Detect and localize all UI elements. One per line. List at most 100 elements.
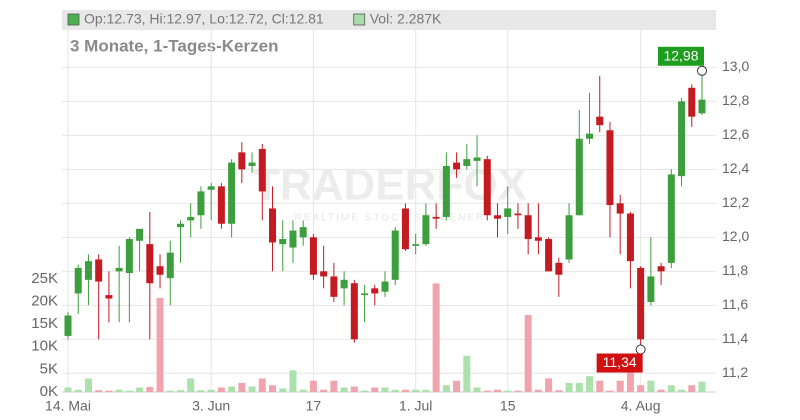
legend-label: Vol: 2.287K	[370, 11, 442, 27]
candle-body	[248, 162, 256, 166]
volume-bar	[125, 390, 133, 392]
candle-body	[442, 165, 450, 217]
candle-body	[309, 237, 317, 275]
candle-body	[463, 159, 471, 166]
volume-bar	[647, 380, 655, 392]
candle-body	[361, 293, 369, 296]
candle-body	[197, 191, 205, 216]
volume-bar	[555, 390, 563, 392]
candle-body	[166, 252, 174, 279]
volume-bar	[330, 380, 338, 392]
y2-tick-label: 5K	[40, 360, 58, 377]
candle-body	[340, 279, 348, 289]
volume-bar	[391, 389, 399, 392]
annotation-label: 11,34	[603, 354, 637, 370]
candle-body	[381, 281, 389, 292]
volume-bar	[545, 378, 553, 392]
candle-body	[678, 101, 686, 177]
y-tick-label: 13,0	[722, 58, 749, 74]
candle-body	[320, 271, 328, 277]
y2-tick-label: 20K	[31, 292, 58, 309]
y-tick-label: 12,6	[722, 126, 749, 142]
volume-bar	[105, 390, 113, 392]
candle-body	[473, 157, 481, 161]
annotation-box	[596, 353, 643, 373]
volume-bar	[596, 380, 604, 392]
volume-bar	[289, 370, 297, 392]
volume-bar	[493, 389, 501, 392]
annotation-box	[658, 46, 704, 66]
x-tick-label: 17	[306, 398, 322, 414]
x-tick-label: 3. Jun	[192, 398, 230, 414]
candle-body	[176, 223, 184, 228]
candle-body	[514, 213, 522, 216]
candle-body	[483, 159, 491, 216]
annotation-marker	[635, 344, 646, 355]
candle-body	[289, 230, 297, 248]
candle-body	[299, 227, 307, 238]
candle-body	[136, 228, 144, 241]
candle-body	[565, 215, 573, 260]
volume-bar	[197, 390, 205, 392]
volume-bar	[217, 387, 225, 392]
volume-bar	[514, 390, 522, 392]
volume-bar	[156, 297, 164, 392]
candle-body	[146, 244, 154, 284]
volume-bar	[309, 380, 317, 392]
candle-body	[647, 276, 655, 302]
volume-bar	[340, 387, 348, 392]
candle-body	[586, 133, 594, 139]
volume-bar	[64, 387, 72, 392]
y-tick-label: 11,8	[722, 262, 748, 278]
volume-bar	[575, 382, 583, 392]
volume-bar	[320, 389, 328, 392]
candle-body	[217, 186, 225, 224]
volume-bar	[678, 389, 686, 392]
volume-bar	[616, 380, 624, 392]
y2-tick-label: 0K	[40, 383, 58, 400]
volume-bar	[463, 355, 471, 392]
volume-bar	[606, 390, 614, 392]
candle-body	[616, 203, 624, 214]
annotation-label: 12,98	[663, 47, 698, 63]
volume-bar	[483, 390, 491, 392]
candle-body	[596, 116, 604, 126]
x-tick-label: 1. Jul	[399, 398, 432, 414]
watermark: TRADERFOX	[253, 161, 527, 210]
y2-tick-label: 15K	[31, 315, 58, 332]
annotation-marker	[697, 65, 707, 76]
candle-body	[371, 288, 379, 294]
candle-body	[187, 216, 195, 221]
candle-body	[207, 186, 215, 190]
candle-body	[95, 259, 103, 282]
volume-bar	[361, 390, 369, 392]
volume-bar	[350, 386, 358, 392]
volume-bar	[381, 387, 389, 392]
candle-body	[688, 87, 696, 117]
volume-bar	[228, 386, 236, 392]
candle-body	[626, 213, 634, 262]
candle-body	[545, 239, 553, 272]
volume-bar	[504, 390, 512, 392]
volume-bar	[688, 385, 696, 392]
volume-bar	[626, 369, 634, 392]
candle-body	[330, 276, 338, 297]
candle-body	[504, 208, 512, 217]
candle-body	[667, 174, 675, 263]
volume-bar	[432, 283, 440, 392]
legend-bar	[62, 10, 716, 30]
volume-bar	[269, 385, 277, 392]
volume-bar	[238, 382, 246, 392]
candle-body	[156, 266, 164, 275]
candle-body	[84, 261, 92, 280]
y2-tick-label: 25K	[31, 270, 58, 287]
volume-bar	[453, 380, 461, 392]
candle-body	[279, 239, 287, 245]
volume-bar	[422, 389, 430, 392]
candle-body	[575, 138, 583, 216]
chart-subtitle: 3 Monate, 1-Tages-Kerzen	[70, 36, 278, 55]
x-tick-label: 15	[500, 398, 516, 414]
candle-body	[534, 237, 542, 241]
y2-tick-label: 10K	[31, 338, 58, 355]
